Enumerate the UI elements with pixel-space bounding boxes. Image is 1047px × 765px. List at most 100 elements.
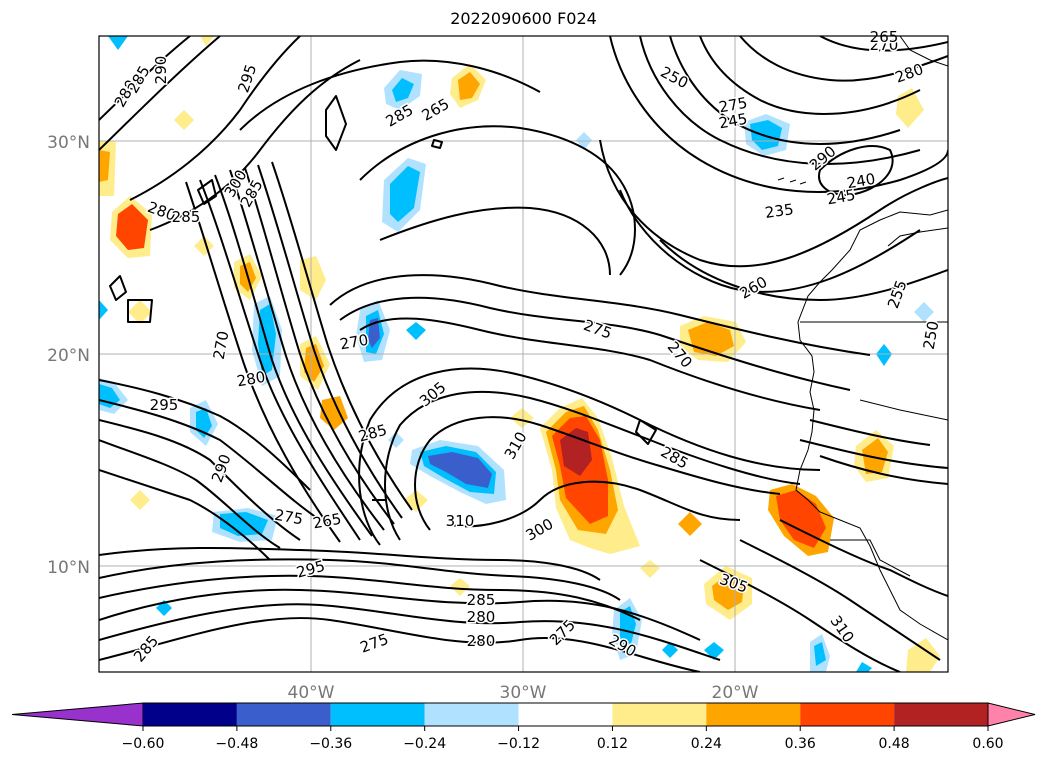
negative-area-north-core <box>390 166 420 222</box>
colorbar-segment <box>330 703 425 726</box>
contour-line <box>358 367 821 546</box>
canary-islands <box>777 177 807 185</box>
positive-area-small-3 <box>300 256 326 300</box>
negative-area-mid-inner <box>368 318 380 348</box>
colorbar-tick-label: 0.48 <box>879 736 910 752</box>
contour-line <box>339 296 851 391</box>
colorbar-tick-label: −0.12 <box>497 736 540 752</box>
contour-line <box>659 239 948 301</box>
contour-line <box>99 399 321 521</box>
contour-line <box>379 206 611 276</box>
colorbar-tick-label: 0.36 <box>785 736 816 752</box>
contour-line <box>639 36 921 165</box>
colorbar-tick-label: −0.24 <box>403 736 446 752</box>
contour-line <box>329 274 871 356</box>
contour-line <box>199 179 361 541</box>
colorbar-segment <box>612 703 707 726</box>
contour-line <box>819 455 948 485</box>
contour-line <box>99 469 271 561</box>
contour-line <box>99 603 721 661</box>
contour-line <box>229 169 385 531</box>
colorbar-tick-label: 0.60 <box>972 736 1003 752</box>
coastline-africa-west <box>795 209 948 641</box>
contour-label: 270 <box>870 36 899 54</box>
colorbar-outline <box>143 702 988 727</box>
contour-line <box>699 36 921 115</box>
map-title: 2022090600 F024 <box>450 9 597 28</box>
contour-line <box>325 95 347 151</box>
colorbar-tick-label: −0.36 <box>309 736 352 752</box>
contour-label: 310 <box>446 512 475 530</box>
contour-label: 285 <box>467 591 496 609</box>
lon-label-40w: 40°W <box>288 683 335 703</box>
contour-line <box>449 480 741 528</box>
colorbar-segment <box>236 703 331 726</box>
contour-line <box>99 546 601 581</box>
contour-line <box>244 167 395 525</box>
positive-spot-4 <box>130 490 150 510</box>
contour-line <box>809 419 931 446</box>
contour-line <box>619 189 921 293</box>
colorbar-segment <box>894 703 988 726</box>
contour-line <box>799 439 948 469</box>
positive-spot-6 <box>450 578 470 596</box>
contour-label: 280 <box>467 608 496 626</box>
positive-area-southeast-core <box>712 574 744 610</box>
colorbar-tick-label: 0.24 <box>691 736 722 752</box>
negative-spot-9 <box>99 300 108 320</box>
contour-label: 245 <box>717 110 748 133</box>
border-line-2 <box>859 399 948 421</box>
contour-line <box>739 539 941 661</box>
lat-label-10: 10°N <box>47 558 90 578</box>
colorbar-extend-high <box>987 702 1036 727</box>
contour-line <box>819 36 948 52</box>
contour-lines <box>99 36 948 672</box>
contour-line <box>129 36 301 201</box>
contour-line <box>99 574 641 621</box>
colorbar-extend-low <box>11 702 144 727</box>
contour-line <box>99 379 311 491</box>
positive-spot-7 <box>678 512 702 536</box>
positive-area-small-4 <box>320 396 348 430</box>
contour-line <box>609 36 948 193</box>
contour-line <box>99 36 191 121</box>
contour-label: 265 <box>870 28 899 46</box>
colorbar-tick-label: 0.12 <box>597 736 628 752</box>
lat-label-20: 20°N <box>47 346 90 366</box>
colorbar: −0.60 −0.48 −0.36 −0.24 −0.12 0.12 0.24 0.36 0.4… <box>11 702 1036 752</box>
colorbar-segment <box>706 703 801 726</box>
contour-line <box>739 36 948 82</box>
positive-spot-3 <box>128 300 152 324</box>
contour-line <box>257 164 403 519</box>
contour-label: 280 <box>467 632 496 650</box>
colorbar-tick-label: −0.48 <box>215 736 258 752</box>
lon-label-30w: 30°W <box>500 683 547 703</box>
negative-area-far-south-core <box>814 642 826 666</box>
contour-line <box>214 174 373 537</box>
border-line-3 <box>830 539 911 577</box>
coastline-morocco <box>887 227 948 247</box>
contour-line <box>149 59 361 231</box>
contour-line <box>359 317 821 411</box>
negative-spot-8 <box>914 302 934 322</box>
contour-line <box>699 559 901 672</box>
colorbar-segment <box>143 703 237 726</box>
contour-line <box>669 36 901 145</box>
positive-spot-10 <box>640 560 660 578</box>
contour-label: 270 <box>338 331 369 354</box>
positive-area-north-core <box>458 72 480 100</box>
positive-area-east-core <box>776 490 826 548</box>
contour-line <box>431 139 443 149</box>
contour-line <box>127 299 153 323</box>
positive-area-far-east-core <box>862 438 888 474</box>
coastlines <box>777 36 948 641</box>
positive-area-small-8 <box>99 150 110 182</box>
contour-line <box>197 179 217 205</box>
negative-area-central-inner <box>428 452 492 488</box>
contour-label: 290 <box>152 56 170 85</box>
contour-line <box>99 36 221 151</box>
negative-area-north-2-core <box>392 78 414 102</box>
contour-line <box>635 419 657 445</box>
